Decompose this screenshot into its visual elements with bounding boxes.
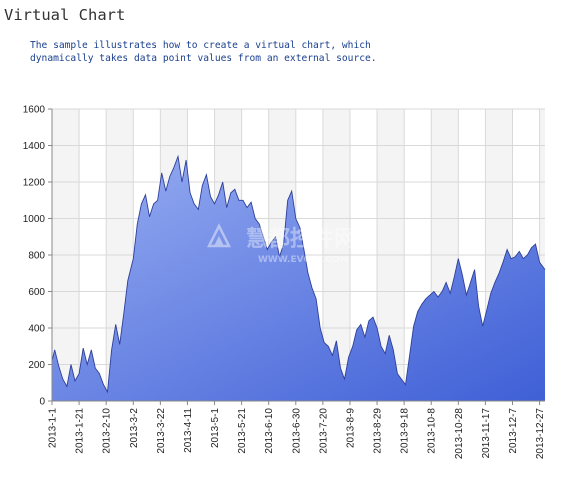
series-area [52, 156, 545, 401]
x-tick-label: 2013-6-10 [264, 408, 275, 454]
watermark-emblem-icon [206, 223, 232, 248]
y-tick-label: 1200 [23, 178, 46, 189]
y-tick-label: 600 [28, 287, 45, 298]
y-tick-label: 1400 [23, 141, 46, 152]
description-line: dynamically takes data point values from… [30, 52, 377, 64]
page-title: Virtual Chart [4, 6, 126, 24]
x-tick-label: 2013-7-20 [318, 408, 329, 454]
x-tick-label: 2013-11-17 [481, 408, 492, 459]
x-tick-label: 2013-3-22 [156, 408, 167, 454]
x-tick-label: 2013-12-27 [535, 408, 546, 460]
x-tick-label: 2013-8-9 [346, 408, 357, 448]
y-tick-label: 200 [28, 360, 45, 371]
x-tick-label: 2013-9-18 [400, 408, 411, 454]
y-tick-label: 800 [28, 251, 45, 262]
y-tick-label: 1000 [23, 214, 46, 225]
series-line [51, 154, 546, 394]
x-tick-label: 2013-4-11 [183, 408, 194, 453]
watermark-text: 慧都控件网 [246, 226, 356, 252]
x-tick-label: 2013-5-1 [210, 408, 221, 448]
description-line: The sample illustrates how to create a v… [30, 40, 371, 51]
y-tick-label: 1600 [23, 105, 46, 116]
x-tick-label: 2013-1-21 [75, 408, 86, 454]
x-tick-label: 2013-10-28 [454, 408, 465, 460]
watermark-subtext: WWW.EVGET.COM [258, 255, 349, 265]
y-axis-ticks: 0 200 400 600 800 1000 1200 1400 1600 [23, 105, 52, 408]
page-description: The sample illustrates how to create a v… [30, 40, 410, 65]
x-tick-label: 2013-12-7 [508, 408, 519, 454]
x-tick-label: 2013-6-30 [291, 408, 302, 454]
x-tick-label: 2013-8-29 [373, 408, 384, 454]
watermark-logo: 慧都控件网 WWW.EVGET.COM [206, 223, 356, 265]
x-tick-label: 2013-2-10 [102, 408, 113, 454]
x-tick-label: 2013-5-21 [237, 408, 248, 454]
y-tick-label: 400 [28, 324, 45, 335]
x-tick-label: 2013-10-8 [427, 408, 438, 454]
y-tick-label: 0 [39, 397, 45, 408]
x-tick-label: 2013-3-2 [129, 408, 140, 448]
x-tick-label: 2013-1-1 [48, 408, 59, 448]
x-axis-ticks: 2013-1-1 2013-1-21 2013-2-10 2013-3-2 2013-3… [48, 401, 546, 460]
